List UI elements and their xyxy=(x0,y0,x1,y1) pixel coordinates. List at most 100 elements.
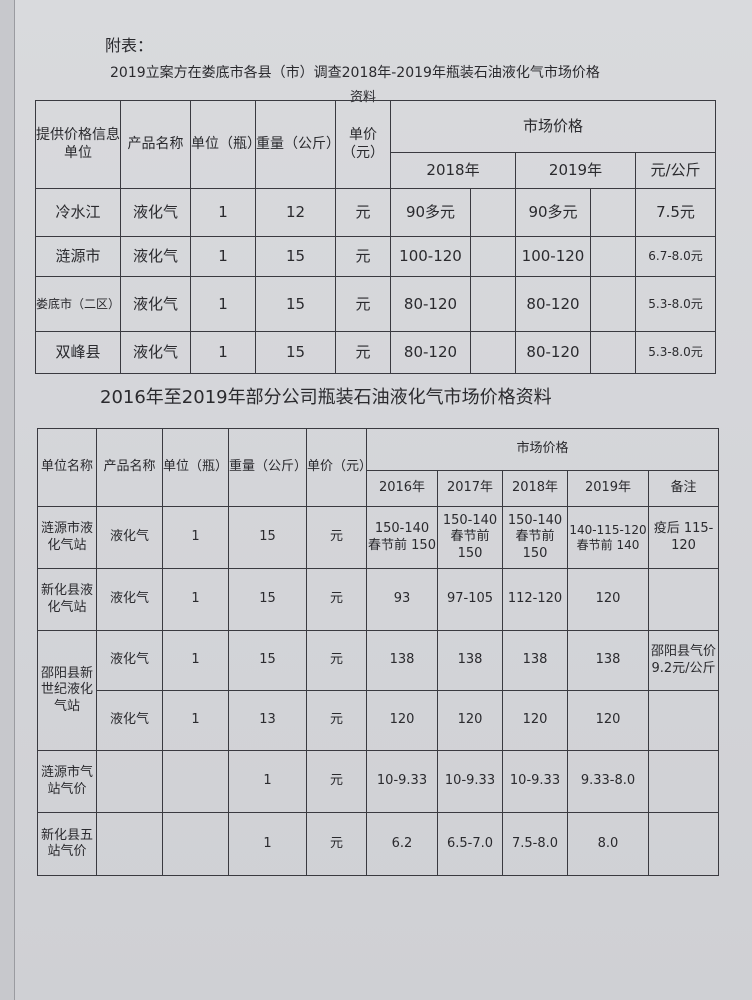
cell-org: 冷水江 xyxy=(35,188,121,237)
cell-2017: 10-9.33 xyxy=(437,750,503,813)
cell-price-unit: 元 xyxy=(306,750,367,813)
cell-org: 涟源市液化气站 xyxy=(37,506,97,569)
cell-2016: 120 xyxy=(366,690,438,751)
cell-empty xyxy=(590,188,636,237)
header-unit: 单位（瓶） xyxy=(162,428,229,507)
header-product: 产品名称 xyxy=(120,100,191,189)
cell-2019: 80-120 xyxy=(515,276,591,332)
cell-2019: 138 xyxy=(567,630,649,691)
cell-product xyxy=(96,750,163,813)
table-row: 新化县五站气价 1 元 6.2 6.5-7.0 7.5-8.0 8.0 xyxy=(37,812,720,876)
cell-2019: 100-120 xyxy=(515,236,591,277)
cell-weight: 15 xyxy=(255,276,336,332)
cell-unit xyxy=(162,750,229,813)
cell-price-unit: 元 xyxy=(306,812,367,876)
cell-2018: 90多元 xyxy=(390,188,471,237)
cell-unit: 1 xyxy=(162,690,229,751)
cell-product xyxy=(96,812,163,876)
cell-product: 液化气 xyxy=(96,506,163,569)
cell-2016: 150-140 春节前 150 xyxy=(366,506,438,569)
cell-unit: 1 xyxy=(190,276,256,332)
cell-weight: 12 xyxy=(255,188,336,237)
cell-2018: 7.5-8.0 xyxy=(502,812,568,876)
header-2018: 2018年 xyxy=(390,152,516,189)
cell-note xyxy=(647,812,720,876)
table-row: 涟源市 液化气 1 15 元 100-120 100-120 6.7-8.0元 xyxy=(35,236,716,277)
cell-weight: 15 xyxy=(228,630,307,691)
cell-2019: 90多元 xyxy=(515,188,591,237)
cell-product: 液化气 xyxy=(120,236,191,277)
header-market: 市场价格 xyxy=(390,100,716,153)
cell-2018: 10-9.33 xyxy=(502,750,568,813)
cell-unit xyxy=(162,812,229,876)
header-note: 备注 xyxy=(647,470,720,507)
cell-price-unit: 元 xyxy=(306,506,367,569)
cell-unit: 1 xyxy=(190,236,256,277)
cell-per-kg: 7.5元 xyxy=(635,188,716,237)
cell-2019: 8.0 xyxy=(567,812,649,876)
cell-unit: 1 xyxy=(190,331,256,374)
cell-org: 邵阳县新世纪液化气站 xyxy=(37,630,97,751)
cell-2018: 80-120 xyxy=(390,276,471,332)
cell-2016: 10-9.33 xyxy=(366,750,438,813)
header-org: 单位名称 xyxy=(37,428,97,507)
cell-2016: 138 xyxy=(366,630,438,691)
cell-org: 双峰县 xyxy=(35,331,121,374)
cell-weight: 15 xyxy=(228,506,307,569)
cell-org: 涟源市气站气价 xyxy=(37,750,97,813)
table1-title: 2019立案方在娄底市各县（市）调查2018年-2019年瓶装石油液化气市场价格 xyxy=(110,65,600,81)
cell-product: 液化气 xyxy=(120,276,191,332)
cell-org: 涟源市 xyxy=(35,236,121,277)
cell-2017: 120 xyxy=(437,690,503,751)
cell-note: 邵阳县气价9.2元/公斤 xyxy=(647,630,720,691)
header-2016: 2016年 xyxy=(366,470,438,507)
cell-empty xyxy=(590,236,636,277)
cell-2018: 120 xyxy=(502,690,568,751)
cell-price-unit: 元 xyxy=(335,188,391,237)
cell-2016: 6.2 xyxy=(366,812,438,876)
cell-price-unit: 元 xyxy=(335,331,391,374)
cell-2019: 120 xyxy=(567,690,649,751)
header-price-unit: 单价（元） xyxy=(306,428,372,507)
cell-unit: 1 xyxy=(190,188,256,237)
cell-price-unit: 元 xyxy=(306,690,367,751)
cell-empty xyxy=(590,331,636,374)
header-market: 市场价格 xyxy=(365,428,720,471)
table-row: 涟源市气站气价 1 元 10-9.33 10-9.33 10-9.33 9.33… xyxy=(37,750,720,813)
cell-unit: 1 xyxy=(162,506,229,569)
table2-title: 2016年至2019年部分公司瓶装石油液化气市场价格资料 xyxy=(100,387,552,408)
header-price-unit: 单价（元） xyxy=(335,100,391,189)
cell-product: 液化气 xyxy=(96,630,163,691)
cell-weight: 1 xyxy=(228,812,307,876)
header-unit: 单位（瓶） xyxy=(190,100,261,189)
cell-note xyxy=(647,568,720,631)
cell-2018: 150-140 春节前 150 xyxy=(502,506,568,569)
cell-per-kg: 6.7-8.0元 xyxy=(635,236,716,277)
cell-product: 液化气 xyxy=(120,188,191,237)
header-weight: 重量（公斤） xyxy=(228,428,307,507)
cell-2019: 140-115-120 春节前 140 xyxy=(567,506,649,569)
cell-org: 娄底市（二区） xyxy=(35,276,121,332)
cell-empty xyxy=(470,276,516,332)
cell-2018: 112-120 xyxy=(502,568,568,631)
cell-weight: 1 xyxy=(228,750,307,813)
cell-product: 液化气 xyxy=(96,690,163,751)
cell-empty xyxy=(470,331,516,374)
cell-note xyxy=(647,750,720,813)
table-row: 邵阳县新世纪液化气站 液化气 1 15 元 138 138 138 138 邵阳… xyxy=(37,630,720,751)
cell-org: 新化县五站气价 xyxy=(37,812,97,876)
header-org: 提供价格信息单位 xyxy=(35,100,121,189)
page-edge xyxy=(0,0,15,1000)
cell-unit: 1 xyxy=(162,568,229,631)
cell-empty xyxy=(590,276,636,332)
header-2017: 2017年 xyxy=(437,470,503,507)
cell-weight: 15 xyxy=(255,331,336,374)
cell-2017: 150-140 春节前 150 xyxy=(437,506,503,569)
header-product: 产品名称 xyxy=(96,428,163,507)
cell-2018: 138 xyxy=(502,630,568,691)
cell-product: 液化气 xyxy=(120,331,191,374)
cell-2017: 6.5-7.0 xyxy=(437,812,503,876)
cell-2018: 80-120 xyxy=(390,331,471,374)
cell-note: 疫后 115-120 xyxy=(647,506,720,569)
cell-price-unit: 元 xyxy=(306,630,367,691)
